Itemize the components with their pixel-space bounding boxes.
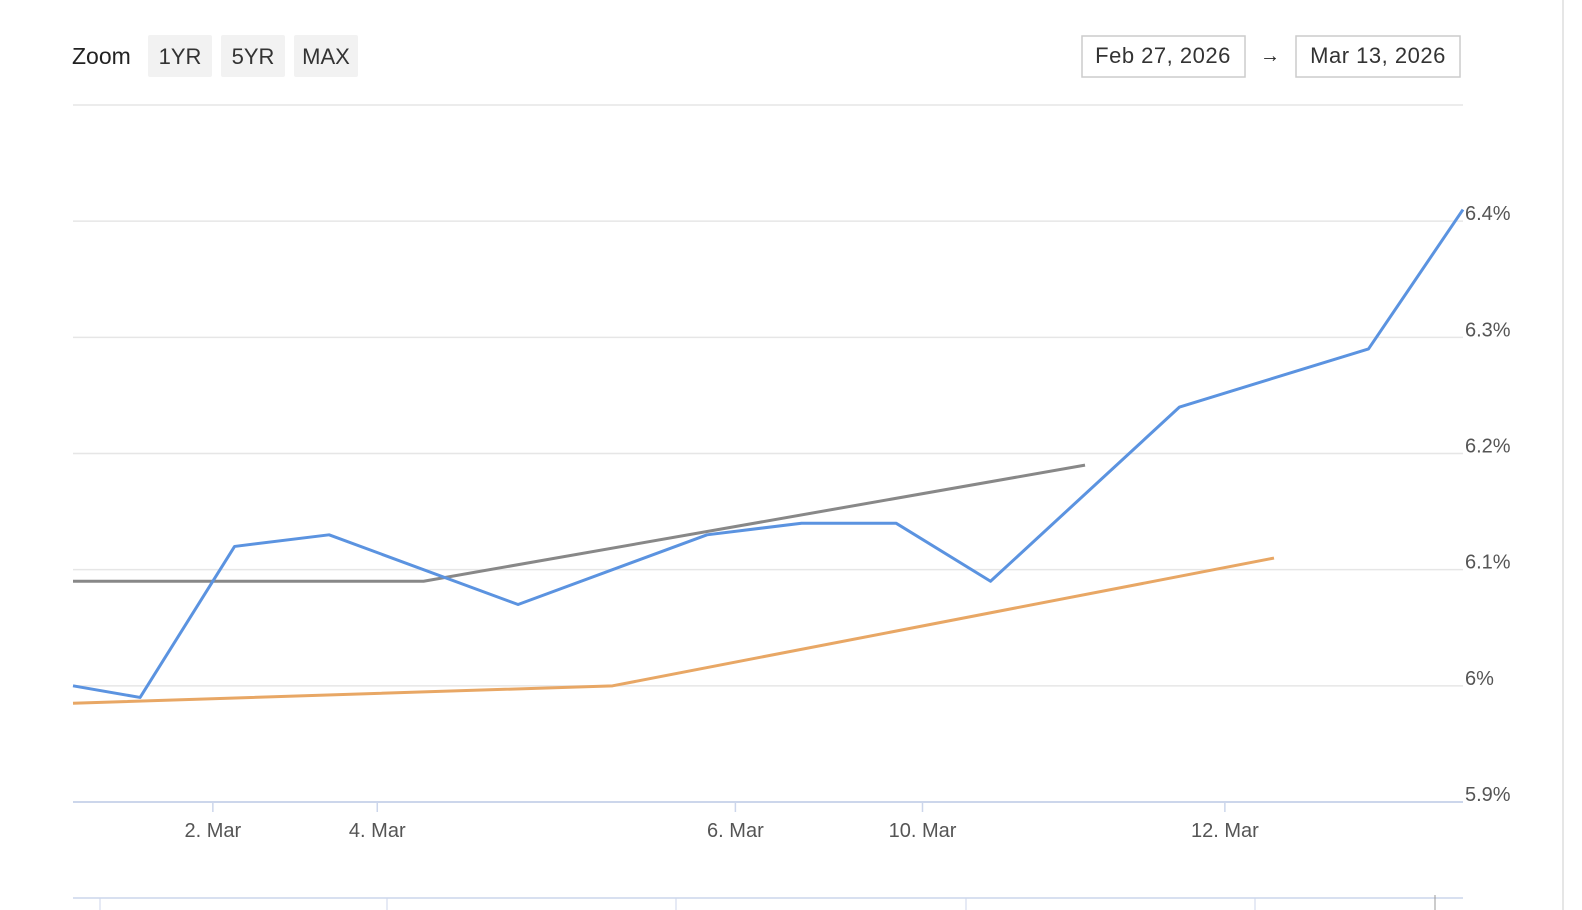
zoom-button[interactable]	[221, 35, 285, 77]
zoom-button[interactable]	[148, 35, 212, 77]
navigator	[73, 895, 1463, 910]
date-to-input[interactable]	[1295, 35, 1461, 78]
y-tick-label: 6.2%	[1465, 436, 1511, 458]
date-from[interactable]: Feb 27, 2026	[1095, 43, 1231, 68]
y-tick-label: 5.9%	[1465, 784, 1511, 806]
y-tick-label: 6.1%	[1465, 552, 1511, 574]
x-tick-label: 4. Mar	[349, 820, 406, 842]
series-line	[73, 463, 1086, 583]
zoom-button-label[interactable]: 5YR	[232, 44, 275, 69]
zoom-label: Zoom	[72, 43, 131, 69]
date-to[interactable]: Mar 13, 2026	[1310, 43, 1446, 68]
y-tick-label: 6%	[1465, 668, 1494, 690]
x-tick-label: 12. Mar	[1191, 820, 1259, 842]
date-separator: →	[1260, 45, 1280, 67]
zoom-button-label[interactable]: MAX	[302, 44, 350, 69]
x-tick-label: 6. Mar	[707, 820, 764, 842]
date-from-input[interactable]	[1081, 35, 1246, 78]
zoom-button[interactable]	[294, 35, 358, 77]
zoom-button-label[interactable]: 1YR	[159, 44, 202, 69]
series-line	[72, 556, 1275, 705]
x-tick-label: 10. Mar	[889, 820, 957, 842]
y-tick-label: 6.4%	[1465, 203, 1511, 225]
series-line	[72, 208, 1465, 699]
y-tick-label: 6.3%	[1465, 319, 1511, 341]
x-tick-label: 2. Mar	[185, 820, 242, 842]
